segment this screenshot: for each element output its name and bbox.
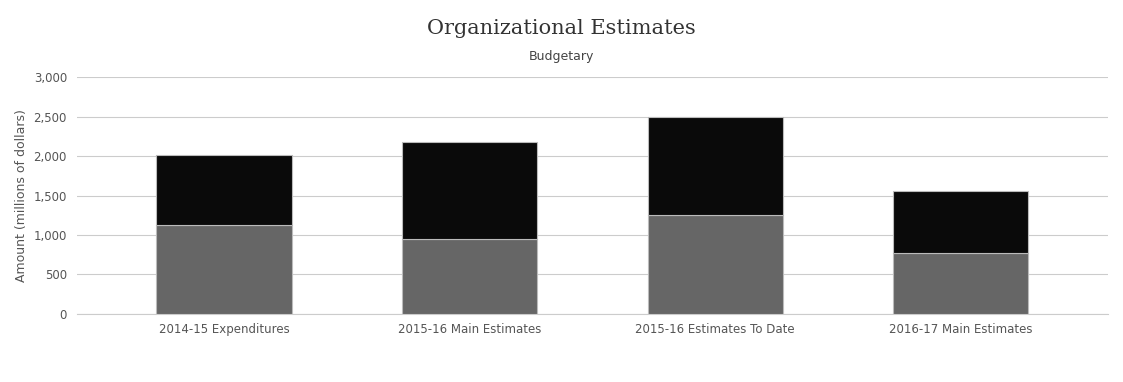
Y-axis label: Amount (millions of dollars): Amount (millions of dollars)	[15, 109, 28, 282]
Bar	[402, 142, 537, 239]
Bar	[156, 225, 292, 314]
Bar	[402, 239, 537, 314]
Bar	[648, 215, 783, 314]
Bar	[156, 155, 292, 225]
Bar	[893, 253, 1029, 314]
Text: Organizational Estimates: Organizational Estimates	[427, 19, 696, 38]
Bar	[648, 117, 783, 215]
Text: Budgetary: Budgetary	[529, 50, 594, 63]
Bar	[893, 191, 1029, 253]
